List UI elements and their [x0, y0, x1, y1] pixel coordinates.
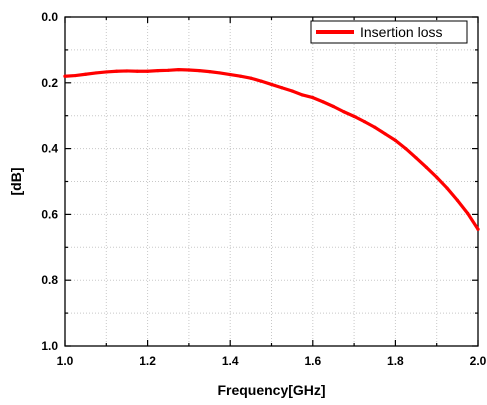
- data-point: [63, 74, 67, 78]
- data-point: [383, 132, 387, 136]
- data-point: [259, 79, 263, 83]
- data-point: [249, 76, 253, 80]
- data-point: [146, 69, 150, 73]
- data-point: [331, 104, 336, 109]
- data-point: [352, 114, 356, 118]
- legend-label-insertion-loss: Insertion loss: [360, 24, 442, 40]
- x-tick-label: 1.0: [57, 354, 74, 368]
- legend-box: [310, 20, 468, 44]
- data-point: [156, 69, 160, 73]
- x-tick-label: 1.4: [222, 354, 239, 368]
- data-point: [269, 82, 274, 87]
- x-tick-label: 1.8: [387, 354, 404, 368]
- x-tick-label: 1.6: [304, 354, 321, 368]
- y-tick-label: 0.2: [41, 76, 58, 90]
- y-tick-labels: 0.0 0.2 0.4 0.6 0.8 1.0: [41, 10, 58, 353]
- data-point: [104, 70, 108, 74]
- data-point: [218, 71, 222, 75]
- data-point: [207, 70, 212, 74]
- y-tick-label: 0.0: [41, 10, 58, 24]
- data-point: [414, 156, 418, 160]
- data-point: [393, 138, 397, 142]
- data-point: [362, 120, 367, 124]
- data-point: [342, 110, 346, 114]
- y-tick-label: 1.0: [41, 339, 58, 353]
- data-point: [300, 93, 305, 97]
- data-point: [197, 69, 201, 73]
- x-tick-label: 2.0: [470, 354, 487, 368]
- data-point: [435, 175, 439, 179]
- data-point: [280, 86, 284, 90]
- data-point: [176, 68, 181, 72]
- data-point: [466, 211, 470, 216]
- data-point: [228, 72, 232, 77]
- data-point: [73, 73, 77, 78]
- x-tick-labels: 1.0 1.2 1.4 1.6 1.8 2.0: [57, 354, 487, 368]
- data-point: [311, 96, 315, 100]
- legend: Insertion loss: [310, 20, 468, 44]
- axis-ticks: [64, 16, 479, 347]
- y-tick-label: 0.4: [41, 142, 58, 156]
- data-point: [166, 68, 170, 72]
- data-point: [84, 72, 88, 76]
- y-tick-label: 0.6: [41, 207, 58, 221]
- series-layer: [63, 68, 480, 231]
- data-point: [476, 227, 480, 231]
- data-point: [94, 71, 98, 75]
- data-point: [455, 198, 459, 202]
- y-tick-label: 0.8: [41, 273, 58, 287]
- data-point: [424, 165, 428, 169]
- data-point: [187, 68, 191, 72]
- data-point: [373, 125, 377, 129]
- data-point: [115, 69, 119, 73]
- data-point: [290, 89, 294, 93]
- data-point: [238, 74, 243, 78]
- data-point: [445, 186, 449, 190]
- grid: [65, 17, 478, 346]
- data-point: [321, 100, 325, 104]
- y-axis-title: [dB]: [8, 168, 24, 196]
- x-axis-title: Frequency[GHz]: [217, 382, 325, 398]
- data-point: [135, 69, 139, 73]
- x-tick-label: 1.2: [139, 354, 156, 368]
- data-point: [125, 69, 129, 73]
- data-point: [404, 147, 408, 151]
